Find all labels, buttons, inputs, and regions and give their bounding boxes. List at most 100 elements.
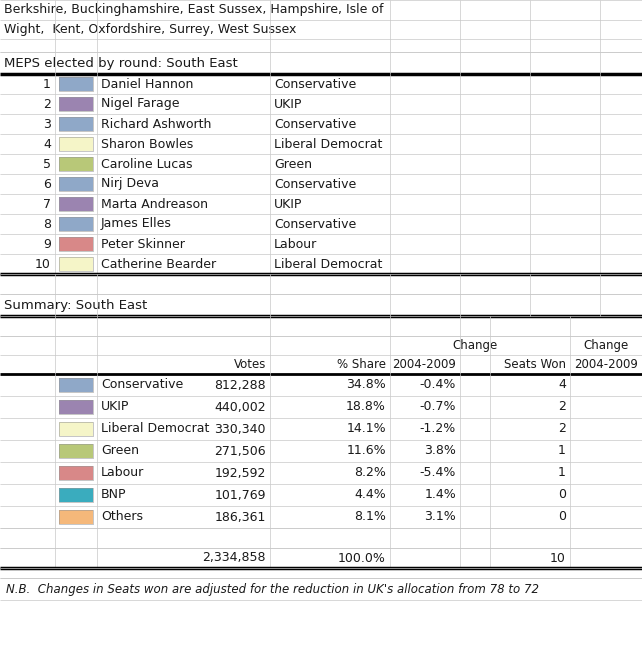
Bar xyxy=(59,237,93,251)
Bar xyxy=(0,234,642,254)
Bar xyxy=(59,157,93,171)
Bar xyxy=(59,422,93,437)
Bar xyxy=(0,294,642,316)
Bar xyxy=(59,488,93,503)
Text: UKIP: UKIP xyxy=(274,98,302,110)
Bar xyxy=(59,488,93,503)
Text: 7: 7 xyxy=(43,198,51,211)
Text: Change: Change xyxy=(584,339,629,352)
Text: Conservative: Conservative xyxy=(274,218,356,231)
Text: Seats Won: Seats Won xyxy=(504,358,566,371)
Bar xyxy=(59,237,93,251)
Text: 2: 2 xyxy=(558,422,566,435)
Bar xyxy=(0,462,642,484)
Text: Conservative: Conservative xyxy=(101,379,183,391)
Text: Sharon Bowles: Sharon Bowles xyxy=(101,138,193,151)
Bar xyxy=(0,355,642,374)
Text: Richard Ashworth: Richard Ashworth xyxy=(101,118,211,130)
Text: % Share: % Share xyxy=(337,358,386,371)
Text: 2: 2 xyxy=(43,98,51,110)
Text: 101,769: 101,769 xyxy=(214,488,266,501)
Text: 8: 8 xyxy=(43,218,51,231)
Text: Votes: Votes xyxy=(234,358,266,371)
Bar xyxy=(0,528,642,548)
Bar xyxy=(0,316,642,336)
Text: -0.7%: -0.7% xyxy=(419,401,456,413)
Text: Caroline Lucas: Caroline Lucas xyxy=(101,158,193,171)
Text: 812,288: 812,288 xyxy=(214,379,266,391)
Text: Liberal Democrat: Liberal Democrat xyxy=(101,422,209,435)
Text: UKIP: UKIP xyxy=(101,401,130,413)
Bar xyxy=(0,506,642,528)
Text: 34.8%: 34.8% xyxy=(346,379,386,391)
Bar xyxy=(0,194,642,214)
Bar xyxy=(59,510,93,525)
Text: 3.8%: 3.8% xyxy=(424,444,456,457)
Bar xyxy=(59,377,93,393)
Text: 192,592: 192,592 xyxy=(214,466,266,479)
Text: Conservative: Conservative xyxy=(274,78,356,90)
Text: Green: Green xyxy=(274,158,312,171)
Bar xyxy=(59,422,93,437)
Text: Green: Green xyxy=(101,444,139,457)
Bar xyxy=(59,444,93,459)
Bar xyxy=(0,39,642,52)
Text: Others: Others xyxy=(101,510,143,523)
Text: 330,340: 330,340 xyxy=(214,422,266,435)
Bar xyxy=(59,117,93,130)
Bar xyxy=(59,157,93,171)
Text: Liberal Democrat: Liberal Democrat xyxy=(274,258,383,271)
Bar xyxy=(0,114,642,134)
Bar xyxy=(59,217,93,231)
Bar xyxy=(0,568,642,578)
Bar xyxy=(59,257,93,271)
Text: 5: 5 xyxy=(43,158,51,171)
Text: 18.8%: 18.8% xyxy=(346,401,386,413)
Bar xyxy=(0,214,642,234)
Text: 8.1%: 8.1% xyxy=(354,510,386,523)
Text: MEPS elected by round: South East: MEPS elected by round: South East xyxy=(4,56,238,70)
Text: 1.4%: 1.4% xyxy=(424,488,456,501)
Text: 3.1%: 3.1% xyxy=(424,510,456,523)
Text: 14.1%: 14.1% xyxy=(347,422,386,435)
Text: 1: 1 xyxy=(558,466,566,479)
Bar xyxy=(59,510,93,525)
Bar xyxy=(59,399,93,415)
Bar xyxy=(0,274,642,294)
Bar xyxy=(59,78,93,91)
Text: 2004-2009: 2004-2009 xyxy=(392,358,456,371)
Text: Nigel Farage: Nigel Farage xyxy=(101,98,180,110)
Text: Nirj Deva: Nirj Deva xyxy=(101,178,159,191)
Text: 100.0%: 100.0% xyxy=(338,552,386,565)
Bar xyxy=(0,484,642,506)
Bar xyxy=(59,97,93,111)
Bar xyxy=(59,466,93,481)
Text: 271,506: 271,506 xyxy=(214,444,266,457)
Bar xyxy=(59,137,93,151)
Text: 0: 0 xyxy=(558,488,566,501)
Text: Labour: Labour xyxy=(101,466,144,479)
Text: 4: 4 xyxy=(558,379,566,391)
Bar xyxy=(0,374,642,396)
Bar xyxy=(0,94,642,114)
Text: 8.2%: 8.2% xyxy=(354,466,386,479)
Text: Berkshire, Buckinghamshire, East Sussex, Hampshire, Isle of: Berkshire, Buckinghamshire, East Sussex,… xyxy=(4,3,383,17)
Text: UKIP: UKIP xyxy=(274,198,302,211)
Bar xyxy=(0,0,642,20)
Bar xyxy=(0,548,642,568)
Text: 1: 1 xyxy=(43,78,51,90)
Text: Catherine Bearder: Catherine Bearder xyxy=(101,258,216,271)
Text: 3: 3 xyxy=(43,118,51,130)
Text: Liberal Democrat: Liberal Democrat xyxy=(274,138,383,151)
Text: Wight,  Kent, Oxfordshire, Surrey, West Sussex: Wight, Kent, Oxfordshire, Surrey, West S… xyxy=(4,23,297,36)
Text: 4: 4 xyxy=(43,138,51,151)
Bar xyxy=(0,134,642,154)
Bar xyxy=(59,117,93,130)
Text: BNP: BNP xyxy=(101,488,126,501)
Text: 2: 2 xyxy=(558,401,566,413)
Bar xyxy=(0,440,642,462)
Bar xyxy=(0,174,642,194)
Bar xyxy=(59,197,93,211)
Bar xyxy=(59,466,93,481)
Text: 2,334,858: 2,334,858 xyxy=(202,552,266,565)
